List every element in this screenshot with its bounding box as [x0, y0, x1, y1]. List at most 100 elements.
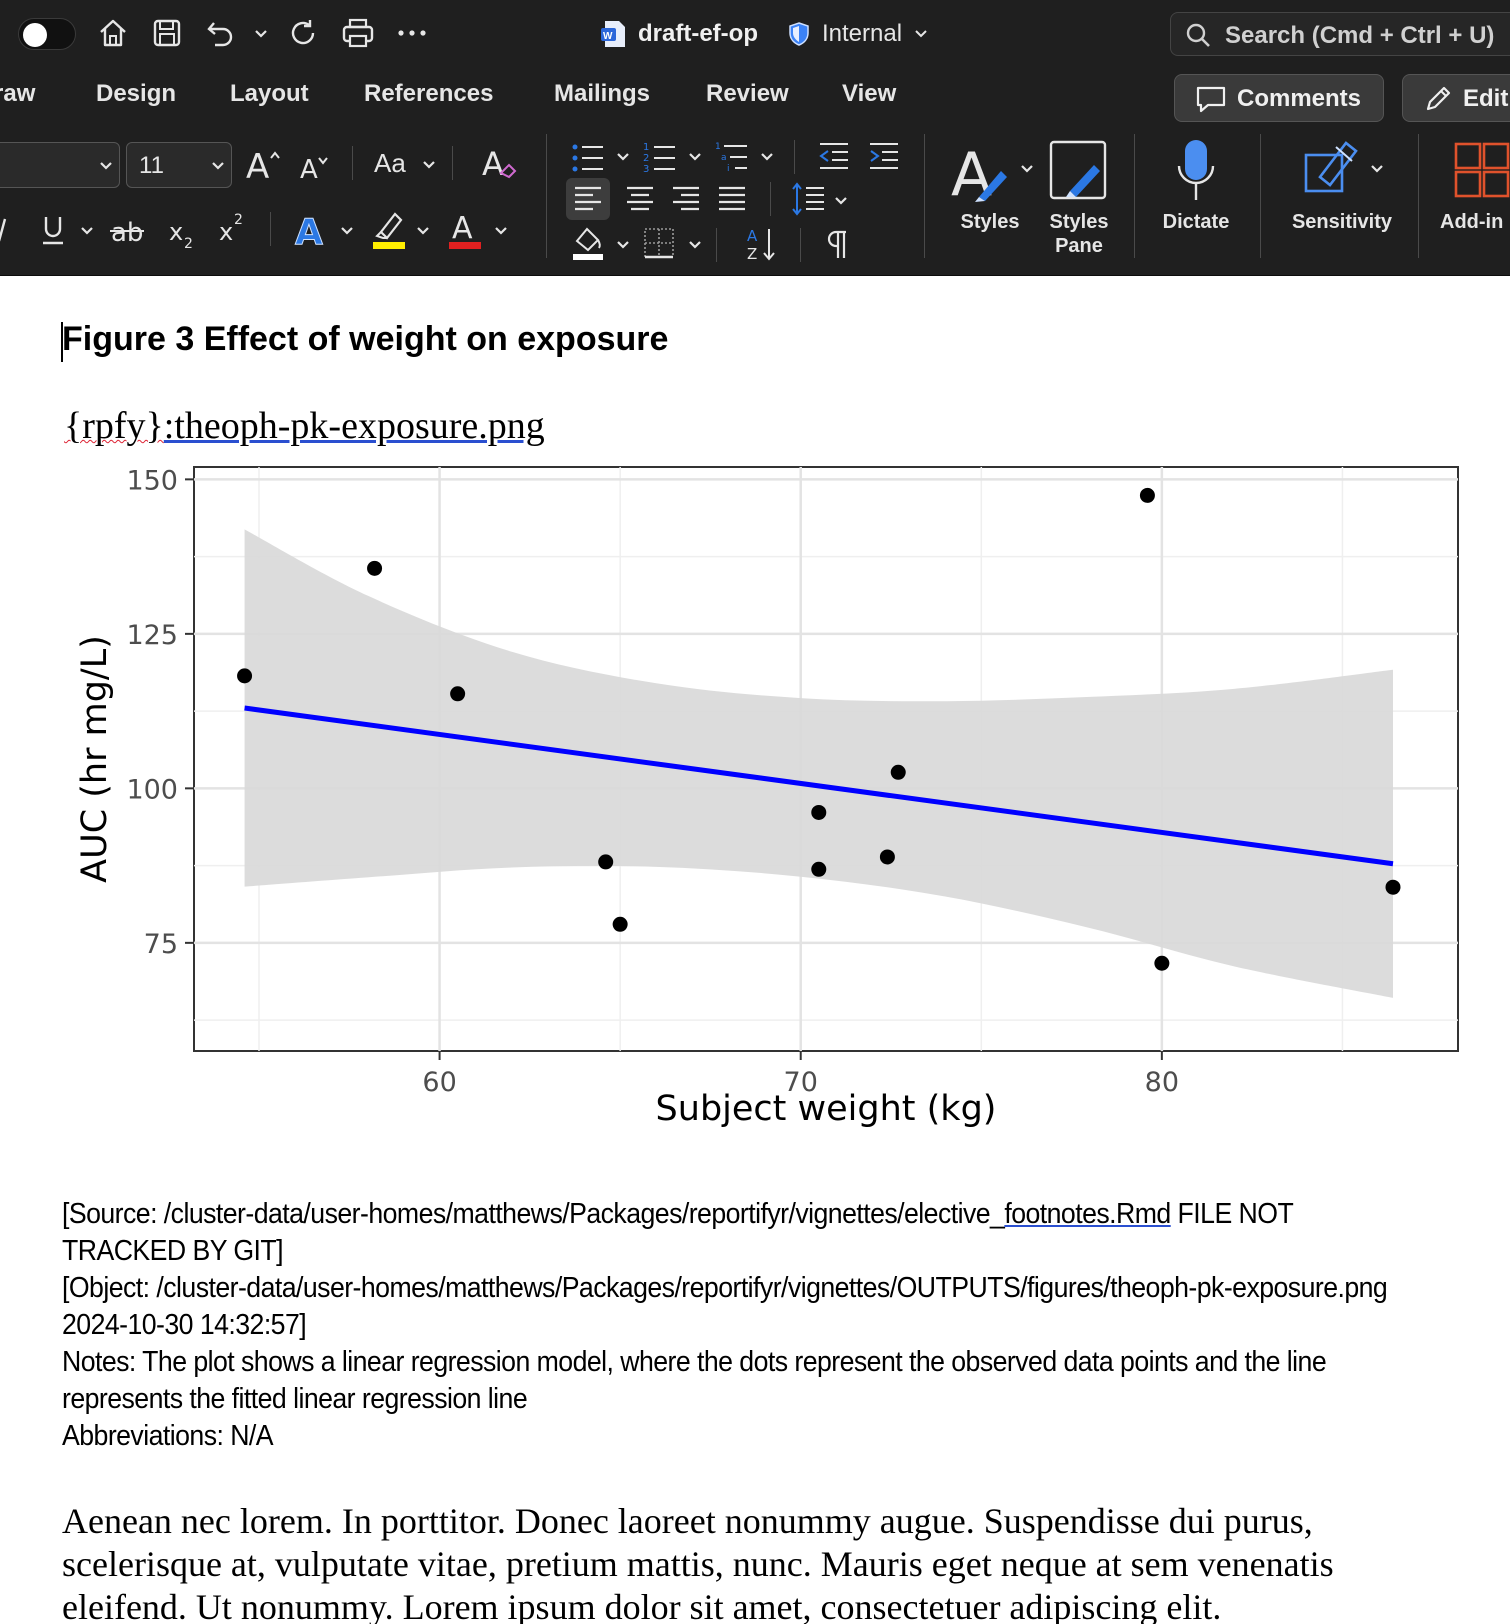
highlight-icon[interactable] — [370, 206, 408, 250]
bullets-icon[interactable] — [570, 140, 606, 176]
comments-button[interactable]: Comments — [1174, 74, 1384, 122]
font-size-select[interactable]: 11 — [126, 142, 232, 188]
dictate-label[interactable]: Dictate — [1162, 211, 1230, 233]
styles-label[interactable]: Styles — [960, 211, 1020, 233]
autosave-toggle[interactable] — [18, 18, 76, 50]
italic-icon[interactable] — [0, 210, 14, 250]
x-axis-ticks: 60 70 80 — [422, 1051, 1179, 1098]
microphone-icon[interactable] — [1176, 136, 1216, 206]
undo-icon[interactable] — [204, 16, 238, 50]
underline-icon[interactable] — [38, 210, 68, 250]
align-center-icon[interactable] — [624, 184, 656, 214]
styles-dropdown-icon[interactable] — [1020, 164, 1034, 174]
field-code-key: {rpfy} — [64, 405, 164, 447]
tab-mailings[interactable]: Mailings — [554, 80, 651, 107]
font-color-icon[interactable]: A — [446, 206, 484, 250]
more-icon[interactable] — [396, 16, 428, 50]
clear-format-icon[interactable]: A — [480, 142, 520, 184]
exposure-scatter-plot[interactable]: 60 70 80 75 100 125 150 Subject weight (kg) A… — [0, 450, 1510, 1150]
sensitivity-icon[interactable] — [1302, 136, 1362, 200]
svg-text:ab: ab — [111, 218, 143, 247]
figure-footnotes[interactable]: [Source: /cluster-data/user-homes/matthe… — [62, 1196, 1471, 1455]
change-case-dropdown-icon[interactable] — [422, 160, 436, 170]
home-icon[interactable] — [96, 16, 130, 50]
grow-font-icon[interactable]: A — [244, 142, 284, 186]
tab-references[interactable]: References — [364, 80, 494, 107]
line-spacing-icon[interactable] — [790, 180, 826, 218]
borders-icon[interactable] — [642, 226, 676, 260]
footnote-notes-line2: represents the fitted linear regression … — [62, 1383, 528, 1415]
sensitivity-menu-dropdown-icon[interactable] — [1370, 164, 1384, 174]
shading-dropdown-icon[interactable] — [616, 240, 630, 250]
editing-button[interactable]: Edit — [1402, 74, 1510, 122]
footnote-object-line1: [Object: /cluster-data/user-homes/matthe… — [62, 1272, 1388, 1304]
increase-indent-icon[interactable] — [866, 138, 902, 174]
text-effects-icon[interactable]: A — [292, 206, 330, 250]
undo-dropdown-icon[interactable] — [254, 29, 268, 39]
align-left-button[interactable] — [566, 178, 610, 220]
svg-text:2: 2 — [234, 212, 243, 228]
tab-design[interactable]: Design — [96, 80, 177, 107]
sensitivity-dropdown-icon[interactable] — [914, 29, 928, 39]
search-input[interactable]: Search (Cmd + Ctrl + U) — [1170, 12, 1510, 56]
decrease-indent-icon[interactable] — [816, 138, 852, 174]
figure-heading[interactable]: Figure 3 Effect of weight on exposure — [62, 320, 669, 358]
save-icon[interactable] — [150, 16, 184, 50]
bullets-dropdown-icon[interactable] — [616, 152, 630, 162]
y-axis-label: AUC (hr mg/L) — [75, 635, 115, 883]
tab-draw[interactable]: raw — [0, 80, 36, 107]
sensitivity-button-label[interactable]: Sensitivity — [1291, 211, 1393, 233]
addins-icon[interactable] — [1452, 140, 1510, 200]
comment-icon — [1193, 83, 1229, 115]
justify-icon[interactable] — [716, 184, 748, 214]
redo-icon[interactable] — [286, 16, 320, 50]
footnote-source-line2: TRACKED BY GIT] — [62, 1235, 284, 1267]
svg-text:A: A — [482, 145, 504, 183]
tab-review[interactable]: Review — [706, 80, 789, 107]
underline-dropdown-icon[interactable] — [80, 226, 94, 236]
font-color-dropdown-icon[interactable] — [494, 226, 508, 236]
shrink-font-icon[interactable]: A — [298, 146, 334, 186]
x-tick-label: 70 — [784, 1067, 818, 1098]
figure-field-code[interactable]: {rpfy}:theoph-pk-exposure.png — [64, 404, 545, 448]
highlight-dropdown-icon[interactable] — [416, 226, 430, 236]
shading-icon[interactable] — [570, 222, 606, 262]
field-code-file: :theoph-pk-exposure.png — [163, 405, 545, 447]
numbering-dropdown-icon[interactable] — [688, 152, 702, 162]
styles-pane-label[interactable]: Styles Pane — [1049, 211, 1109, 257]
font-name-select[interactable] — [0, 142, 120, 188]
svg-text:1: 1 — [643, 142, 649, 153]
align-left-icon — [572, 184, 604, 214]
body-paragraph[interactable]: Aenean nec lorem. In porttitor. Donec la… — [62, 1500, 1472, 1624]
multilevel-dropdown-icon[interactable] — [760, 152, 774, 162]
borders-dropdown-icon[interactable] — [688, 240, 702, 250]
tab-view[interactable]: View — [842, 80, 897, 107]
strikethrough-icon[interactable]: ab — [110, 214, 144, 248]
document-title[interactable]: draft-ef-op — [638, 20, 758, 47]
ribbon-tabs: raw Design Layout References Mailings Re… — [0, 68, 1510, 130]
align-right-icon[interactable] — [670, 184, 702, 214]
line-spacing-dropdown-icon[interactable] — [834, 196, 848, 206]
styles-pane-icon[interactable] — [1046, 136, 1110, 204]
data-point — [811, 804, 827, 820]
change-case-button[interactable]: Aa — [374, 148, 406, 178]
text-effects-dropdown-icon[interactable] — [340, 226, 354, 236]
svg-text:1: 1 — [715, 142, 721, 152]
sensitivity-label[interactable]: Internal — [822, 20, 903, 47]
svg-text:x: x — [169, 218, 183, 246]
data-point — [612, 916, 628, 932]
pilcrow-icon[interactable] — [824, 226, 852, 262]
addins-label[interactable]: Add-in — [1440, 211, 1504, 233]
tab-layout[interactable]: Layout — [230, 80, 309, 107]
styles-icon[interactable]: A — [950, 140, 1016, 204]
y-tick-label: 100 — [126, 774, 178, 805]
print-icon[interactable] — [340, 16, 376, 50]
y-axis-ticks: 75 100 125 150 — [126, 465, 194, 960]
svg-text:i: i — [727, 164, 730, 174]
data-point — [811, 861, 827, 877]
